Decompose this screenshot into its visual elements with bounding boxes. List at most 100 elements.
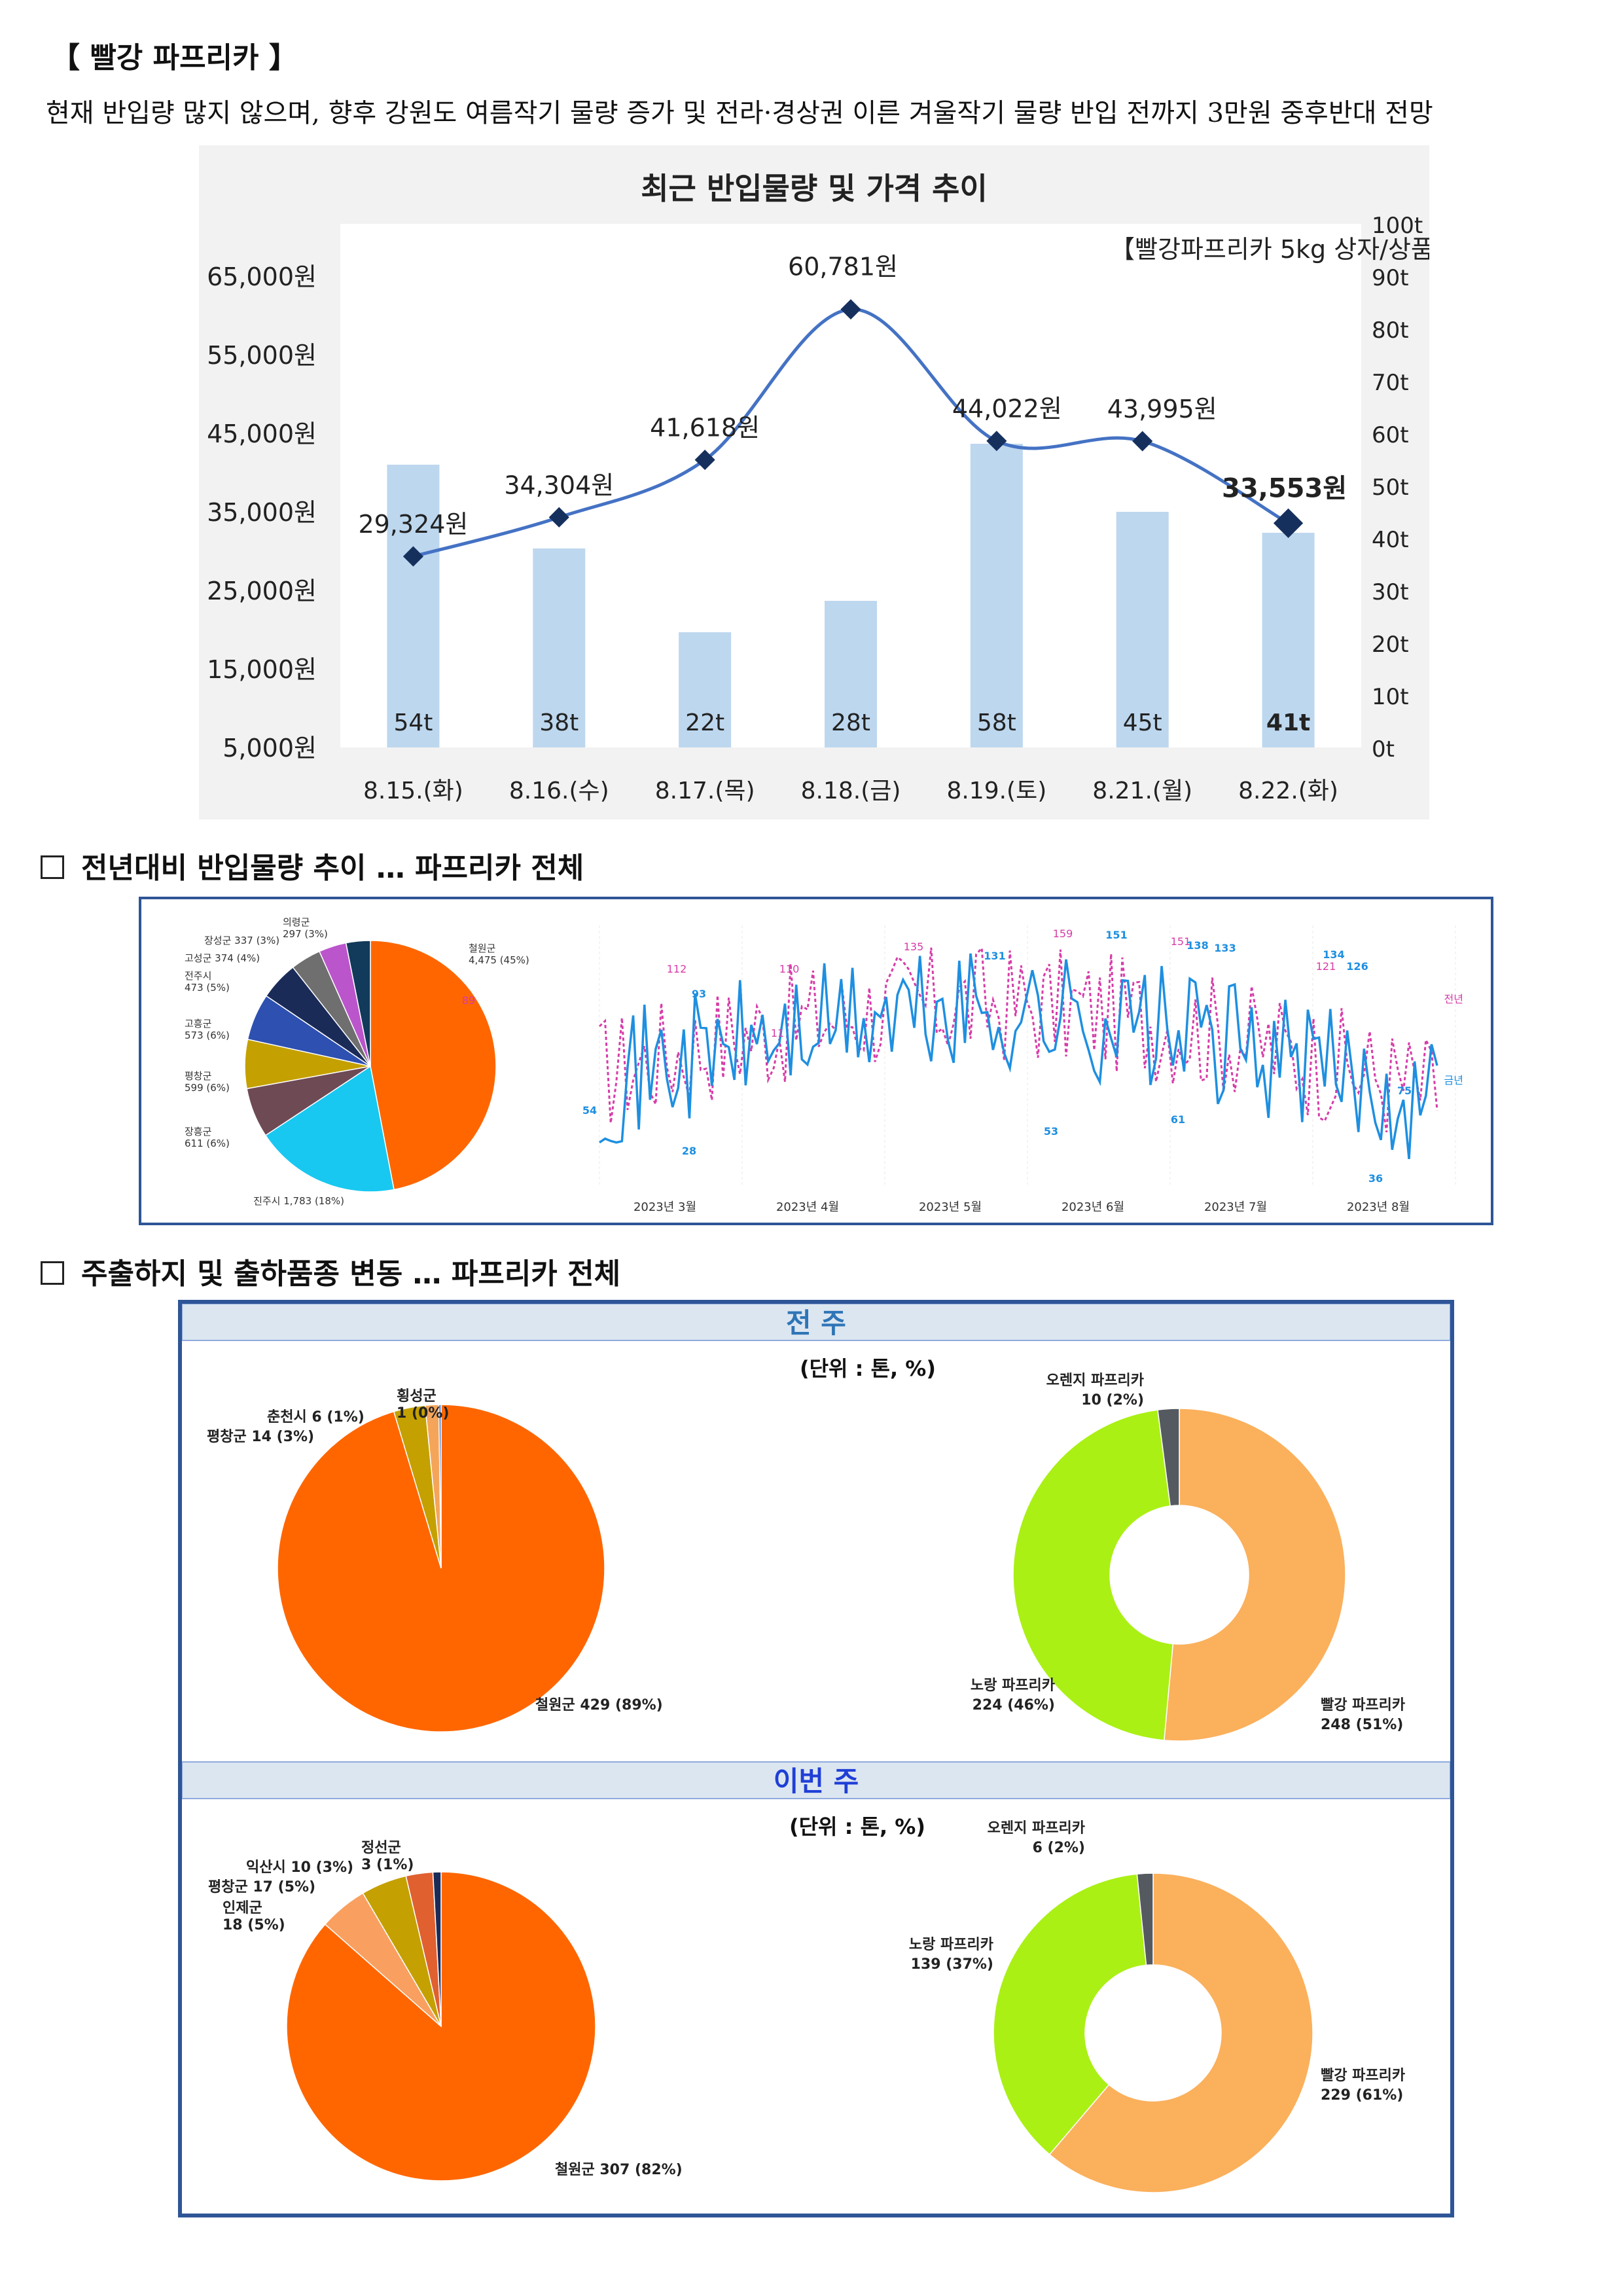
month-label: 2023년 4월: [776, 1200, 839, 1214]
this-year-point-label: 28: [682, 1145, 696, 1157]
panel-donut-slice-2: [1157, 1408, 1180, 1507]
panel-donut-slice-2: [1136, 1873, 1154, 1966]
volume-bar: [1116, 512, 1169, 747]
prev-year-point-label: 159: [1053, 927, 1073, 940]
prev-year-point-label: 11: [771, 1027, 784, 1039]
y-right-tick-label: 0t: [1372, 736, 1395, 762]
volume-bar-label: 38t: [539, 709, 579, 736]
yoy-chart-svg: 철원군 4,475 (45%) 진주시 1,783 (18%) 장흥군 611 (6%)…: [185, 916, 1463, 1214]
this-year-point-label: 54: [582, 1104, 597, 1117]
yoy-pie-label: 고흥군 573 (6%): [185, 1018, 230, 1041]
price-label: 29,324원: [358, 510, 468, 539]
month-label: 2023년 8월: [1347, 1200, 1410, 1214]
yoy-section-title: 전년대비 반입물량 추이 … 파프리카 전체: [81, 852, 584, 885]
prev-year-point-label: 121: [1316, 960, 1336, 973]
yoy-pie-slice-1: [264, 1065, 395, 1193]
volume-bar: [387, 465, 440, 747]
legend-prev-year: 전년: [1444, 993, 1463, 1005]
y-right-tick-label: 70t: [1372, 370, 1409, 396]
price-point: [694, 450, 715, 471]
checkbox-square-icon: [41, 1261, 64, 1285]
panel-unit: (단위 : 톤, %): [800, 1356, 936, 1381]
panel-header-bar: [181, 1761, 1451, 1799]
panel-pie-label: 익산시 10 (3%): [246, 1859, 353, 1876]
page-title: 【 빨강 파프리카 】: [51, 41, 298, 75]
month-label: 2023년 5월: [919, 1200, 982, 1214]
panel-pie-slice-4: [432, 1871, 442, 2027]
yoy-pie-label: 의령군 297 (3%): [283, 916, 328, 940]
y-right-tick-label: 10t: [1372, 684, 1409, 710]
this-year-point-label: 75: [1397, 1085, 1412, 1097]
this-year-point-label: 53: [1044, 1125, 1058, 1138]
month-label: 2023년 6월: [1061, 1200, 1124, 1214]
x-tick-label: 8.17.(목): [655, 778, 755, 804]
prev-year-point-label: 151: [1171, 935, 1191, 948]
prev-year-line: [598, 946, 1438, 1133]
shipper-panel: 전 주 (단위 : 톤, %) 철원군 429 (89%) 평창군 14 (3%) 춘천…: [178, 1300, 1454, 2217]
y-right-tick-label: 100t: [1372, 213, 1423, 239]
x-tick-label: 8.15.(화): [363, 778, 463, 804]
x-tick-label: 8.16.(수): [509, 778, 609, 804]
y-left-tick-label: 45,000원: [207, 420, 317, 448]
panel-pie-label: 평창군 17 (5%): [208, 1879, 315, 1895]
yoy-chart-panel: 철원군 4,475 (45%) 진주시 1,783 (18%) 장흥군 611 (6%)…: [139, 897, 1493, 1225]
month-label: 2023년 3월: [633, 1200, 696, 1214]
this-year-line: [599, 953, 1438, 1159]
this-year-point-label: 151: [1105, 929, 1127, 941]
panel-title: 이번 주: [774, 1765, 859, 1797]
shipper-section-heading: 주출하지 및 출하품종 변동 … 파프리카 전체: [41, 1250, 620, 1292]
volume-bar: [970, 444, 1023, 747]
price-point: [1273, 508, 1304, 538]
y-right-tick-label: 60t: [1372, 422, 1409, 448]
prev-year-point-label: 135: [904, 941, 924, 953]
panel-pie-label: 횡성군 1 (0%): [397, 1388, 449, 1422]
y-right-tick-label: 30t: [1372, 579, 1409, 605]
legend-this-year: 금년: [1444, 1074, 1463, 1086]
volume-bar: [533, 548, 586, 747]
panel-pie-label: 평창군 14 (3%): [207, 1429, 314, 1445]
price-label: 60,781원: [788, 253, 898, 281]
price-label: 44,022원: [952, 395, 1062, 423]
panel-pie-label: 철원군 307 (82%): [555, 2162, 683, 2178]
panel-donut-label: 노랑 파프리카 139 (37%): [909, 1937, 993, 1973]
panel-pie-label: 춘천시 6 (1%): [267, 1409, 365, 1426]
panel-unit: (단위 : 톤, %): [789, 1814, 925, 1839]
this-year-point-label: 93: [692, 988, 706, 1000]
shipper-panel-svg: 전 주 (단위 : 톤, %) 철원군 429 (89%) 평창군 14 (3%) 춘천…: [181, 1303, 1451, 2193]
price-label: 34,304원: [504, 471, 614, 499]
this-year-point-label: 134: [1323, 948, 1344, 961]
chart-title: 최근 반입물량 및 가격 추이: [641, 171, 988, 206]
y-left-tick-label: 55,000원: [207, 341, 317, 370]
volume-bar-label: 54t: [393, 709, 433, 736]
x-tick-label: 8.22.(화): [1238, 778, 1338, 804]
y-right-tick-label: 20t: [1372, 632, 1409, 658]
volume-bar: [1262, 533, 1315, 747]
checkbox-square-icon: [41, 855, 64, 879]
month-label: 2023년 7월: [1204, 1200, 1267, 1214]
panel-pie-label: 정선군 3 (1%): [361, 1840, 414, 1873]
prev-year-point-label: 112: [667, 963, 687, 975]
price-point: [402, 546, 423, 567]
yoy-pie-label: 평창군 599 (6%): [185, 1070, 230, 1094]
price-label: 43,995원: [1107, 395, 1217, 423]
y-left-tick-label: 25,000원: [207, 577, 317, 605]
yoy-pie-label: 장성군 337 (3%): [204, 935, 279, 946]
x-tick-label: 8.18.(금): [801, 778, 901, 804]
volume-bar-label: 45t: [1123, 709, 1162, 736]
yoy-pie-label: 장흥군 611 (6%): [185, 1126, 230, 1149]
y-left-tick-label: 35,000원: [207, 498, 317, 527]
volume-bar: [679, 632, 732, 747]
y-left-tick-label: 15,000원: [207, 655, 317, 684]
prev-year-point-label: 89: [462, 994, 475, 1007]
shipper-section-title: 주출하지 및 출하품종 변동 … 파프리카 전체: [81, 1257, 621, 1291]
prev-year-point-label: 110: [779, 963, 800, 975]
yoy-pie-label: 고성군 374 (4%): [185, 952, 260, 964]
volume-bar-label: 41t: [1266, 709, 1310, 736]
yoy-pie-label: 전주시 473 (5%): [185, 970, 230, 994]
x-tick-label: 8.21.(월): [1092, 778, 1192, 804]
price-volume-chart-svg: 최근 반입물량 및 가격 추이 【빨강파프리카 5kg 상자/상품】 5,000원 1…: [207, 171, 1459, 804]
panel-donut-label: 노랑 파프리카 224 (46%): [971, 1677, 1055, 1713]
y-right-tick-label: 90t: [1372, 265, 1409, 291]
volume-bar-label: 58t: [977, 709, 1016, 736]
yoy-section-heading: 전년대비 반입물량 추이 … 파프리카 전체: [41, 844, 584, 886]
